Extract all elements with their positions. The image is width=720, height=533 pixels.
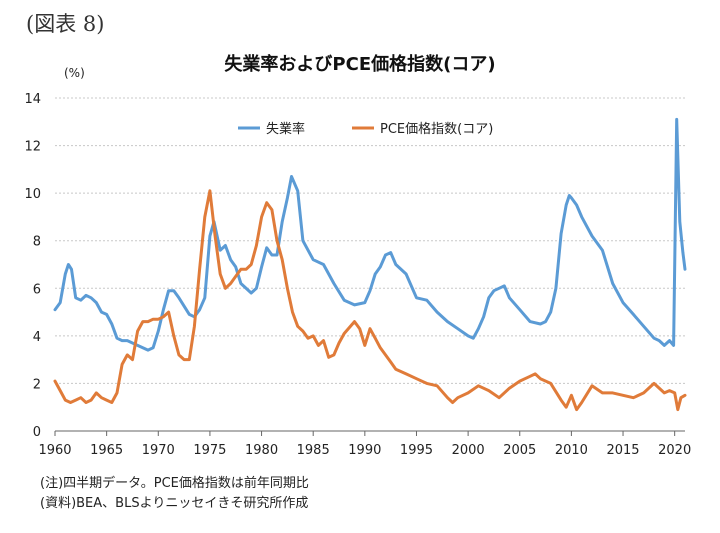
- chart-title: 失業率およびPCE価格指数(コア): [224, 53, 495, 75]
- x-tick-label: 1980: [245, 443, 278, 458]
- y-tick-label: 12: [24, 140, 41, 155]
- y-tick-label: 6: [33, 282, 41, 297]
- y-tick-label: 0: [33, 425, 41, 440]
- x-axis: 1960 1965 1970 1975 1980 1985 1990 1995 2000 2005…: [38, 430, 691, 458]
- x-tick-label: 1970: [142, 443, 175, 458]
- y-tick-label: 14: [24, 92, 41, 107]
- x-tick-label: 1985: [297, 443, 330, 458]
- y-tick-label: 10: [24, 187, 41, 202]
- legend-label: 失業率: [266, 121, 305, 137]
- x-tick-label: 2005: [503, 443, 536, 458]
- series-line-core-pce: [53, 189, 687, 412]
- y-tick-label: 8: [33, 235, 41, 250]
- x-tick-label: 2010: [555, 443, 588, 458]
- y-axis: 0 2 4 6 8 10 12 14: [24, 92, 41, 440]
- x-tick-label: 1960: [38, 443, 71, 458]
- x-tick-label: 2000: [452, 443, 485, 458]
- x-tick-label: 1975: [193, 443, 226, 458]
- notes: (注)四半期データ。PCE価格指数は前年同期比 (資料)BEA、BLSよりニッセ…: [40, 474, 309, 514]
- x-tick-label: 1990: [348, 443, 381, 458]
- legend-label: PCE価格指数(コア): [380, 121, 493, 137]
- series-lines: [53, 117, 687, 412]
- y-tick-label: 4: [33, 330, 41, 345]
- x-tick-label: 1995: [400, 443, 433, 458]
- unit-label: (%): [64, 66, 85, 80]
- figure-label: (図表 8): [26, 12, 105, 36]
- series-line-unemployment: [53, 117, 687, 352]
- y-tick-label: 2: [33, 377, 41, 392]
- source-line: (資料)BEA、BLSよりニッセイきそ研究所作成: [40, 496, 309, 511]
- legend: 失業率 PCE価格指数(コア): [238, 121, 493, 137]
- x-tick-label: 2015: [606, 443, 639, 458]
- note-line: (注)四半期データ。PCE価格指数は前年同期比: [40, 476, 309, 491]
- x-tick-label: 1965: [90, 443, 123, 458]
- grid: [55, 97, 685, 384]
- x-tick-label: 2020: [658, 443, 691, 458]
